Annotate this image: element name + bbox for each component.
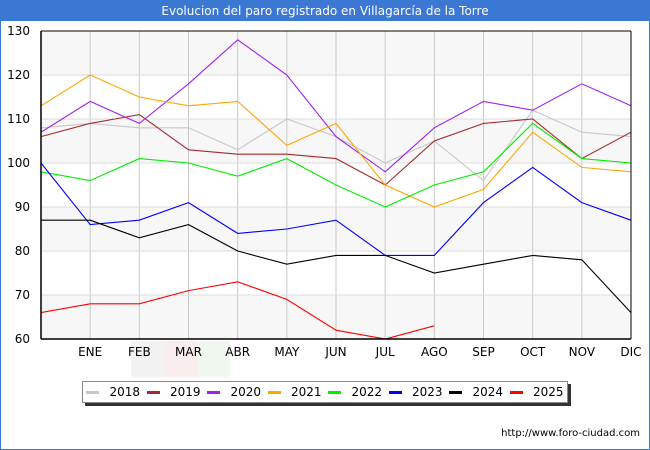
legend-item: 2020 bbox=[207, 385, 261, 399]
legend-label: 2018 bbox=[109, 385, 141, 399]
y-tick-label: 110 bbox=[7, 112, 30, 126]
series-line-2025 bbox=[40, 281, 435, 340]
x-tick-label: JUN bbox=[324, 345, 346, 359]
watermark-stripe-3 bbox=[197, 341, 230, 377]
legend-label: 2021 bbox=[290, 385, 322, 399]
y-tick-label: 120 bbox=[7, 68, 30, 82]
legend-label: 2019 bbox=[169, 385, 201, 399]
series-line-2022 bbox=[40, 122, 632, 208]
flag-watermark bbox=[131, 341, 230, 377]
legend-swatch bbox=[328, 390, 342, 394]
x-tick-label: ENE bbox=[78, 345, 102, 359]
legend-swatch bbox=[509, 390, 523, 394]
y-tick-label: 70 bbox=[15, 288, 30, 302]
x-tick-label: SEP bbox=[472, 345, 494, 359]
x-tick-label: MAR bbox=[175, 345, 202, 359]
x-tick-label: MAY bbox=[274, 345, 300, 359]
y-tick-label: 80 bbox=[15, 244, 30, 258]
series-line-2020 bbox=[40, 39, 632, 173]
x-tick-label: AGO bbox=[421, 345, 448, 359]
legend-item: 2018 bbox=[86, 385, 140, 399]
series-lines bbox=[40, 39, 632, 340]
watermark-stripe-2 bbox=[164, 341, 197, 377]
series-line-2021 bbox=[40, 74, 632, 208]
legend: 2018 2019 2020 2021 2022 2023 2024 2025 bbox=[82, 381, 568, 403]
x-tick-label: DIC bbox=[620, 345, 641, 359]
x-tick-label: ABR bbox=[225, 345, 250, 359]
legend-swatch bbox=[267, 390, 281, 394]
x-tick-label: JUL bbox=[375, 345, 395, 359]
legend-swatch bbox=[449, 390, 463, 394]
y-tick-label: 100 bbox=[7, 156, 30, 170]
chart-title: Evolucion del paro registrado en Villaga… bbox=[1, 1, 649, 21]
legend-item: 2023 bbox=[388, 385, 443, 399]
legend-label: 2022 bbox=[351, 385, 383, 399]
watermark-stripe-1 bbox=[131, 341, 164, 377]
legend-swatch bbox=[86, 390, 100, 394]
series-line-2024 bbox=[41, 219, 632, 313]
axes bbox=[40, 30, 632, 340]
legend-item: 2024 bbox=[449, 385, 503, 399]
legend-label: 2020 bbox=[230, 385, 262, 399]
legend-item: 2022 bbox=[328, 385, 382, 399]
legend-item: 2021 bbox=[267, 385, 322, 399]
legend-swatch bbox=[146, 390, 160, 394]
x-tick-labels: ENE FEB MAR ABR MAY JUN JUL AGO SEP OCT NOV DIC bbox=[78, 345, 641, 359]
legend-swatch bbox=[207, 390, 221, 394]
legend-label: 2023 bbox=[411, 385, 443, 399]
x-tick-label: OCT bbox=[520, 345, 546, 359]
legend-label: 2024 bbox=[472, 385, 504, 399]
series-line-2023 bbox=[40, 162, 632, 256]
y-tick-label: 90 bbox=[15, 200, 30, 214]
x-tick-label: FEB bbox=[128, 345, 151, 359]
y-tick-label: 60 bbox=[15, 332, 30, 346]
legend-item: 2019 bbox=[146, 385, 201, 399]
legend-label: 2025 bbox=[532, 385, 564, 399]
x-tick-label: NOV bbox=[569, 345, 596, 359]
legend-item: 2025 bbox=[509, 385, 564, 399]
series-line-2019 bbox=[40, 114, 632, 186]
y-tick-labels: 60 70 80 90 100 110 120 130 bbox=[7, 24, 30, 346]
source-url[interactable]: http://www.foro-ciudad.com bbox=[501, 428, 640, 439]
y-tick-label: 130 bbox=[7, 24, 30, 38]
legend-swatch bbox=[388, 390, 402, 394]
